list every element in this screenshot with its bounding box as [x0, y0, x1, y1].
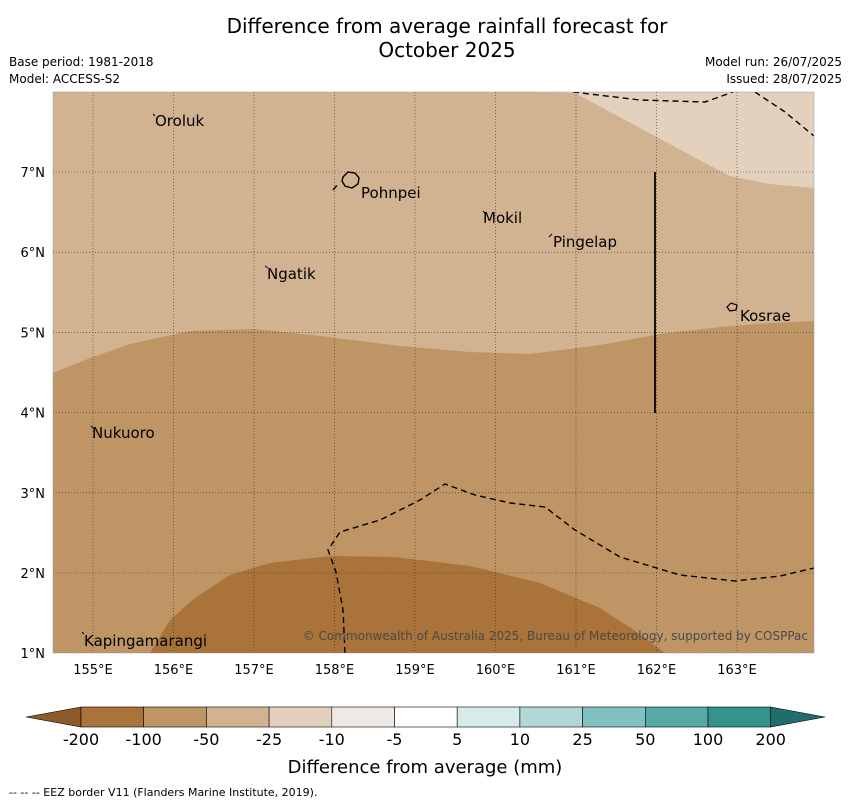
place-mokil: Mokil — [483, 209, 522, 227]
place-oroluk: Oroluk — [155, 112, 204, 130]
place-pohnpei: Pohnpei — [361, 184, 421, 202]
title-line-1: Difference from average rainfall forecas… — [226, 14, 668, 38]
longitude-label: 160°E — [476, 663, 516, 678]
copyright-notice: © Commonwealth of Australia 2025, Bureau… — [303, 629, 808, 643]
colorbar-segment — [582, 706, 646, 728]
place-nukuoro: Nukuoro — [92, 424, 155, 442]
title-line-2: October 2025 — [378, 38, 516, 62]
latitude-label: 1°N — [21, 647, 46, 662]
colorbar-extend-high — [770, 706, 826, 728]
base-period: Base period: 1981-2018 — [9, 55, 154, 69]
colorbar-segment — [80, 706, 145, 728]
zone-minus-100 — [150, 556, 665, 653]
colorbar-segment — [707, 706, 772, 728]
place-pingelap: Pingelap — [553, 233, 617, 251]
kapingamarangi-mark — [81, 631, 85, 635]
colorbar-tick-label: -5 — [387, 730, 403, 749]
longitude-label: 155°E — [73, 663, 113, 678]
graticule — [53, 92, 814, 653]
colorbar-tick-label: -10 — [319, 730, 345, 749]
colorbar: -200 -100 -50 -25 -10 -5 5 10 25 50 100 200 — [25, 706, 826, 749]
latitude-label: 6°N — [21, 246, 46, 261]
eez-border-north — [572, 92, 734, 103]
longitude-label: 158°E — [315, 663, 355, 678]
colorbar-tick-label: 200 — [755, 730, 786, 749]
longitude-label: 162°E — [637, 663, 677, 678]
longitude-label: 163°E — [717, 663, 757, 678]
colorbar-tick-label: 50 — [635, 730, 655, 749]
map-frame — [52, 91, 815, 654]
colorbar-segment — [644, 706, 709, 728]
eez-border-south — [327, 483, 814, 653]
colorbar-tick-label: 25 — [572, 730, 592, 749]
model-name: Model: ACCESS-S2 — [9, 72, 121, 86]
colorbar-tick-label: 100 — [693, 730, 724, 749]
colorbar-tick-label: -100 — [126, 730, 162, 749]
model-run: Model run: 26/07/2025 — [704, 55, 842, 69]
longitude-label: 159°E — [395, 663, 435, 678]
place-ngatik: Ngatik — [267, 265, 316, 283]
issued-date: Issued: 28/07/2025 — [726, 72, 842, 86]
chart-title: Difference from average rainfall forecas… — [0, 14, 850, 62]
colorbar-tick-label: 5 — [452, 730, 462, 749]
ngatik-mark — [264, 265, 269, 269]
colorbar-segment — [143, 706, 207, 728]
meta-right: Model run: 26/07/2025 Issued: 28/07/2025 — [705, 54, 842, 88]
map-area: Oroluk Pohnpei Mokil Pingelap Ngatik Kos… — [53, 92, 814, 653]
colorbar-segment — [519, 706, 583, 728]
zone-minus-50 — [53, 321, 814, 653]
latitude-labels: 7°N 6°N 5°N 4°N 3°N 2°N 1°N — [21, 166, 46, 662]
atoll-marks — [81, 113, 553, 635]
colorbar-tick-label: 10 — [510, 730, 530, 749]
eez-border-northeast — [754, 92, 814, 137]
colorbar-tick-label: -50 — [193, 730, 219, 749]
colorbar-tick-label: -200 — [63, 730, 99, 749]
longitude-labels: 155°E 156°E 157°E 158°E 159°E 160°E 161°E 162°E… — [73, 663, 757, 678]
place-kosrae: Kosrae — [740, 307, 791, 325]
colorbar-segment — [456, 706, 521, 728]
latitude-label: 7°N — [21, 166, 46, 181]
colorbar-title: Difference from average (mm) — [288, 757, 563, 778]
colorbar-segment — [394, 706, 458, 728]
eez-footer-note: -- -- -- EEZ border V11 (Flanders Marine… — [9, 786, 318, 799]
latitude-label: 5°N — [21, 326, 46, 341]
kosrae-island-icon — [726, 302, 738, 312]
colorbar-segment — [206, 706, 270, 728]
latitude-label: 4°N — [21, 407, 46, 422]
eez-border-pohnpei — [332, 183, 339, 191]
colorbar-extend-low — [25, 706, 82, 728]
colorbar-tick-label: -25 — [256, 730, 282, 749]
latitude-label: 3°N — [21, 487, 46, 502]
mokil-mark — [482, 210, 486, 214]
oroluk-mark — [152, 113, 156, 117]
zone-minus-10 — [530, 92, 814, 188]
latitude-label: 2°N — [21, 567, 46, 582]
longitude-label: 156°E — [154, 663, 194, 678]
longitude-label: 161°E — [556, 663, 596, 678]
pingelap-mark — [548, 233, 553, 238]
colorbar-segment — [331, 706, 395, 728]
place-kapingamarangi: Kapingamarangi — [84, 632, 207, 650]
meta-left: Base period: 1981-2018 Model: ACCESS-S2 — [9, 54, 154, 88]
longitude-label: 157°E — [234, 663, 274, 678]
nukuoro-mark — [90, 425, 94, 429]
eez-borders — [327, 92, 814, 653]
pohnpei-island-icon — [341, 171, 360, 189]
colorbar-segment — [268, 706, 333, 728]
